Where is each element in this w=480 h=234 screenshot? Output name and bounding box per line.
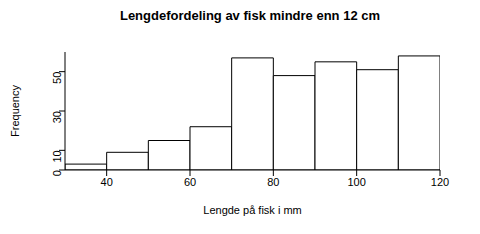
svg-text:100: 100: [347, 176, 365, 188]
svg-text:40: 40: [101, 176, 113, 188]
svg-text:30: 30: [51, 111, 63, 123]
svg-text:10: 10: [51, 150, 63, 162]
svg-text:120: 120: [431, 176, 449, 188]
svg-text:Lengde på fisk i mm: Lengde på fisk i mm: [203, 204, 301, 216]
svg-text:80: 80: [267, 176, 279, 188]
svg-text:50: 50: [51, 72, 63, 84]
svg-text:Frequency: Frequency: [9, 85, 21, 137]
svg-text:60: 60: [184, 176, 196, 188]
svg-text:0: 0: [51, 170, 63, 176]
html-text:Lengdefordeling av fisk mindre: Lengdefordeling av fisk mindre enn 12 cm: [120, 8, 380, 23]
